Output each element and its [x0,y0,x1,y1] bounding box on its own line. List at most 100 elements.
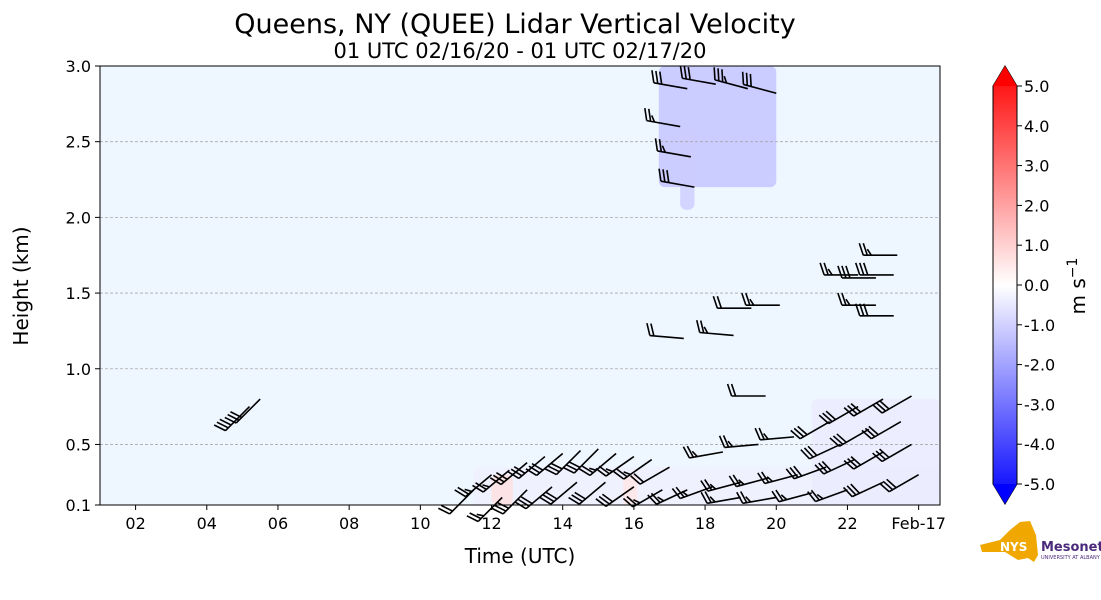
barb-flag [841,265,847,279]
barb-flag [745,72,749,86]
barb-flag [789,467,799,478]
x-tick-label: 10 [410,514,430,533]
colorbar-tick-label: 1.0 [1024,236,1049,255]
barb-flag [544,468,557,476]
wind-barb [654,138,691,158]
x-tick-label: Feb-17 [891,514,945,533]
barb-flag [227,413,240,421]
barb-flag [510,468,523,477]
barb-flag [850,483,861,494]
wind-barb [754,427,795,441]
wind-barb [736,491,777,505]
barb-flag [601,493,614,503]
barb-flag [837,292,843,306]
colorbar-tick-label: -5.0 [1024,475,1055,494]
barb-flag [520,496,533,505]
y-tick-label: 1.0 [66,360,91,379]
barb-staff [742,496,777,505]
wind-barb [843,398,884,417]
barb-flag [810,489,820,501]
barb-staff [550,481,578,505]
colorbar-tick-label: 0.0 [1024,276,1049,295]
barb-flag [679,65,684,79]
wind-barb [861,421,902,440]
barb-flag [866,248,872,256]
svg-text:UNIVERSITY AT ALBANY: UNIVERSITY AT ALBANY [1041,555,1101,561]
barb-flag [542,494,555,503]
barb-flag [716,295,723,309]
barb-staff [881,443,912,463]
wind-barb [771,489,813,503]
barb-flag [683,66,688,80]
barb-staff [815,489,848,503]
barb-flag [837,265,843,279]
x-axis-label: Time (UTC) [464,544,576,568]
wind-barb [726,383,766,397]
barb-flag [736,491,744,504]
barb-flag [658,138,663,152]
barb-flag [780,494,788,501]
axis-ticks: 0.1 0.5 1.0 1.5 2.0 2.5 3.0 02 04 06 08 10 12 14 16 18 2… [66,57,946,533]
barb-staff [888,474,920,493]
barb-flag [626,495,637,506]
barb-staff [724,443,759,449]
barb-flag [457,486,469,495]
barb-flag [718,435,726,448]
wind-barb [854,262,894,276]
wind-barb [741,71,777,95]
barb-flag [862,262,869,276]
wind-barbs [213,65,920,523]
wind-barb [539,481,578,505]
barb-flag [681,490,689,497]
barb-staff [823,458,855,475]
barb-flag [749,298,755,306]
colorbar-tick-label: 3.0 [1024,157,1049,176]
barb-flag [879,448,890,459]
barb-flag [475,482,487,491]
colorbar-label: m s−1 [1065,258,1090,315]
barb-flag [562,466,575,474]
barb-flag [726,383,733,397]
wind-barb [790,421,831,440]
barb-flag [864,427,876,438]
wind-barb [658,168,695,188]
barb-flag [823,262,829,276]
barb-flag [630,475,641,485]
barb-flag [230,411,243,419]
barb-flag [821,460,832,472]
barb-flag [704,479,713,491]
barb-flag [721,69,724,83]
barb-staff [689,451,724,459]
wind-barb [644,108,681,128]
barb-flag [464,488,472,493]
barb-flag [761,471,770,483]
colorbar-tick-label: 2.0 [1024,196,1049,215]
barb-flag [616,468,628,478]
barb-flag [547,465,560,473]
barb-flag [862,303,869,317]
barb-flag [647,494,658,505]
wind-barb [568,481,606,505]
barb-flag [595,467,607,477]
barb-flag [842,486,853,498]
wind-barb [489,462,528,486]
barb-staff [578,481,606,505]
wind-barb [814,458,855,475]
barb-flag [709,496,716,503]
barb-flag [647,108,652,122]
barb-flag [775,489,784,502]
barb-staff [799,421,831,440]
barb-flag [675,486,685,498]
velocity-patch [811,399,940,505]
barb-flag [807,445,818,456]
barb-flag [691,450,698,458]
x-tick-label: 06 [268,514,288,533]
barb-flag [793,465,803,477]
y-tick-label: 3.0 [66,57,91,76]
barb-flag [741,292,747,306]
barb-flag [845,298,851,306]
barb-flag [699,320,705,334]
barb-flag [766,476,774,483]
barb-flag [800,449,811,460]
barb-flag [875,402,887,412]
